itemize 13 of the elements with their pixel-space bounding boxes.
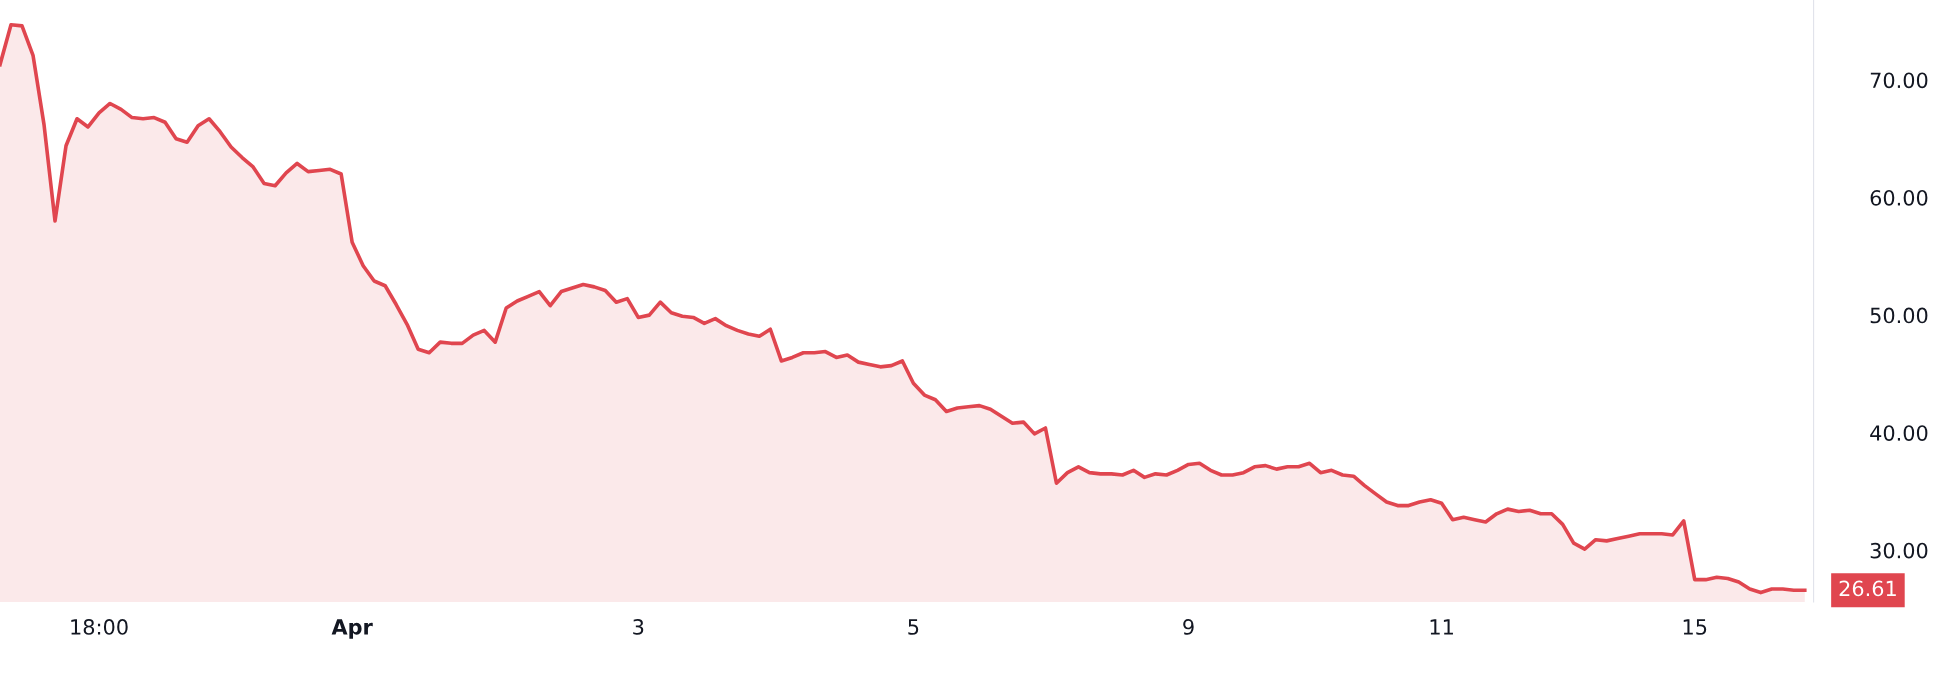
y-tick-label: 50.00 [1870,307,1928,324]
x-tick-label: 9 [1183,619,1194,635]
x-tick-label: 15 [1683,619,1707,635]
y-tick-label: 70.00 [1870,72,1928,89]
y-tick-label: 40.00 [1870,425,1928,441]
x-tick-label: 5 [908,619,919,635]
x-tick-label: 11 [1430,619,1453,635]
x-tick-label: 18:00 [71,619,128,635]
x-tick-label: 3 [633,619,644,635]
x-tick-label: Apr [331,619,373,639]
text: 26.61 [1839,580,1896,597]
y-tick-label: 60.00 [1870,189,1928,206]
y-tick-label: 30.00 [1870,542,1928,559]
